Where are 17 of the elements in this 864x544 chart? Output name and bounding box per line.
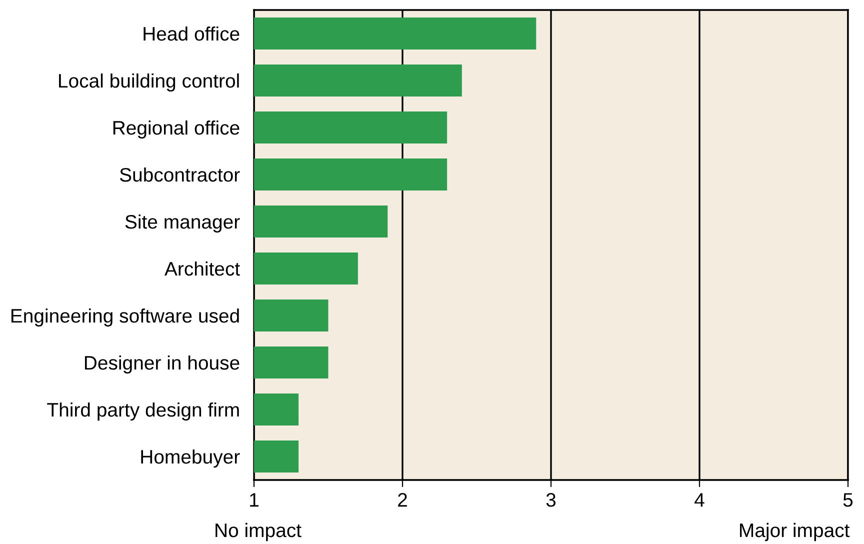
y-tick-label: Homebuyer: [141, 449, 240, 468]
x-tick-label: 2: [398, 493, 407, 507]
x-tick-label: 1: [250, 493, 258, 507]
y-tick-label: Third party design firm: [47, 402, 239, 421]
y-tick-label: Head office: [144, 26, 240, 41]
x-tick-label: 3: [546, 493, 556, 507]
y-tick-label: Regional office: [113, 120, 240, 139]
text: Major impact: [740, 522, 850, 542]
y-tick-label: Designer in house: [84, 355, 240, 374]
y-tick-label: Engineering software used: [11, 308, 239, 327]
y-tick-label: Architect: [164, 261, 240, 276]
text: No impact: [216, 522, 302, 542]
y-tick-label: Site manager: [125, 214, 240, 233]
y-tick-label: Subcontractor: [120, 167, 240, 182]
x-tick-label: 4: [694, 493, 704, 507]
y-tick-label: Local building control: [59, 73, 239, 92]
x-tick-label: 5: [843, 493, 853, 507]
